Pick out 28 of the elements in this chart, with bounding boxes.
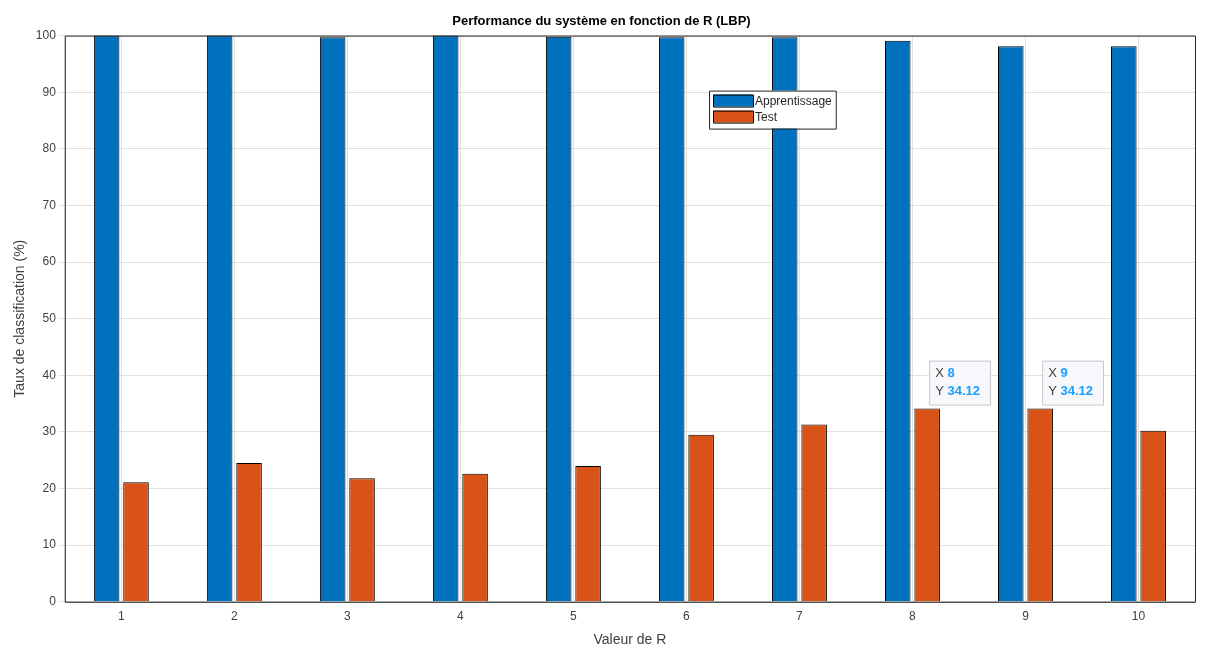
x-tick-label: 1 [117, 609, 125, 624]
x-tick-label: 8 [909, 609, 917, 624]
y-tick-label: 0 [49, 594, 57, 609]
x-tick-label: 10 [1131, 609, 1146, 624]
y-tick-label: 50 [42, 311, 57, 326]
y-tick-label: 10 [42, 537, 57, 552]
x-tick-label: 7 [796, 609, 804, 624]
y-tick-label: 80 [42, 141, 57, 156]
x-tick-label: 2 [231, 609, 238, 624]
x-tick-label: 5 [570, 609, 578, 624]
x-tick-label: 6 [683, 609, 691, 624]
y-tick-label: 60 [42, 254, 57, 269]
legend-label: Apprentissage [755, 93, 833, 108]
x-axis-title: Valeur de R [593, 631, 667, 648]
y-tick-label: 40 [42, 367, 57, 382]
annotation: X 8 Y 34.12 [935, 365, 980, 399]
x-tick-label: 9 [1022, 609, 1030, 624]
chart-title: Performance du système en fonction de R (LBP) [452, 13, 751, 29]
y-tick-label: 20 [42, 480, 57, 495]
y-tick-label: 100 [35, 27, 57, 42]
annotation: X 9 Y 34.12 [1048, 365, 1093, 399]
legend-label: Test [755, 109, 778, 124]
y-tick-label: 30 [42, 424, 57, 439]
y-tick-label: 90 [42, 84, 57, 99]
y-axis-title: Taux de classification (%) [11, 239, 28, 398]
y-tick-label: 70 [42, 197, 57, 212]
x-tick-label: 3 [344, 609, 352, 624]
x-tick-label: 4 [457, 609, 465, 624]
